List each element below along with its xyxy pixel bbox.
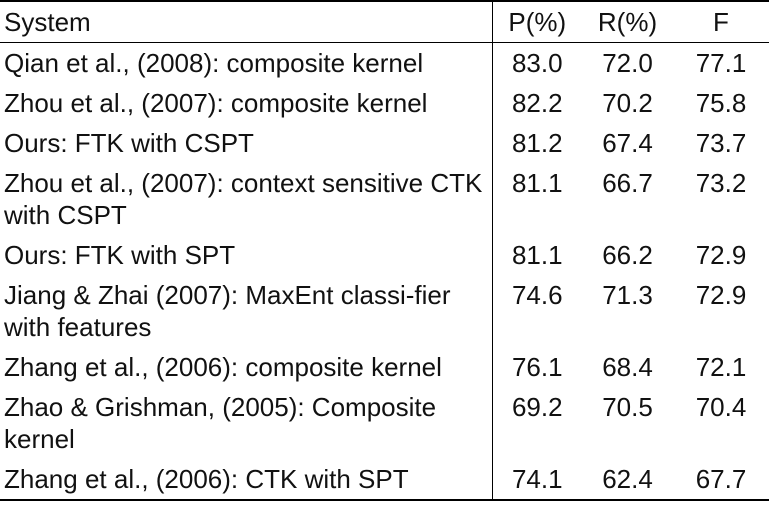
precision-cell: 83.0 bbox=[511, 48, 563, 78]
system-cell: Jiang & Zhai (2007): MaxEnt classi-fier … bbox=[0, 275, 493, 347]
table-row: Zhou et al., (2007): context sensitive C… bbox=[0, 163, 769, 235]
table-row: Zhao & Grishman, (2005): Composite kerne… bbox=[0, 387, 769, 459]
recall-cell: 62.4 bbox=[602, 464, 653, 494]
recall-cell: 70.5 bbox=[602, 392, 653, 422]
header-recall: R(%) bbox=[597, 7, 658, 37]
table-row: Zhang et al., (2006): CTK with SPT 74.1 … bbox=[0, 459, 769, 500]
f-score-cell: 72.9 bbox=[695, 240, 747, 270]
f-score-cell: 73.2 bbox=[695, 168, 747, 198]
recall-cell: 68.4 bbox=[602, 352, 653, 382]
recall-cell: 70.2 bbox=[602, 88, 653, 118]
header-f-score: F bbox=[713, 7, 729, 37]
system-cell: Zhou et al., (2007): composite kernel bbox=[0, 83, 493, 123]
precision-cell: 81.1 bbox=[511, 240, 563, 270]
table-body: Qian et al., (2008): composite kernel 83… bbox=[0, 42, 769, 500]
recall-cell: 66.2 bbox=[602, 240, 653, 270]
system-cell: Zhao & Grishman, (2005): Composite kerne… bbox=[0, 387, 493, 459]
precision-cell: 74.1 bbox=[511, 464, 563, 494]
system-cell: Zhang et al., (2006): CTK with SPT bbox=[0, 459, 493, 500]
f-score-cell: 75.8 bbox=[695, 88, 747, 118]
recall-cell: 66.7 bbox=[602, 168, 653, 198]
table-header: System P(%) R(%) F bbox=[0, 1, 769, 43]
system-cell: Qian et al., (2008): composite kernel bbox=[0, 42, 493, 83]
f-score-cell: 70.4 bbox=[695, 392, 747, 422]
recall-cell: 71.3 bbox=[602, 280, 653, 310]
recall-cell: 67.4 bbox=[602, 128, 653, 158]
precision-cell: 82.2 bbox=[511, 88, 563, 118]
f-score-cell: 72.1 bbox=[695, 352, 747, 382]
precision-cell: 76.1 bbox=[511, 352, 563, 382]
system-cell: Zhang et al., (2006): composite kernel bbox=[0, 347, 493, 387]
table-row: Ours: FTK with SPT 81.1 66.2 72.9 bbox=[0, 235, 769, 275]
table-row: Zhang et al., (2006): composite kernel 7… bbox=[0, 347, 769, 387]
table-row: Zhou et al., (2007): composite kernel 82… bbox=[0, 83, 769, 123]
table-row: Qian et al., (2008): composite kernel 83… bbox=[0, 42, 769, 83]
precision-cell: 81.1 bbox=[511, 168, 563, 198]
system-cell: Ours: FTK with SPT bbox=[0, 235, 493, 275]
table-row: Ours: FTK with CSPT 81.2 67.4 73.7 bbox=[0, 123, 769, 163]
system-cell: Zhou et al., (2007): context sensitive C… bbox=[0, 163, 493, 235]
results-table: System P(%) R(%) F Qian et al., (2008): … bbox=[0, 1, 769, 500]
precision-cell: 69.2 bbox=[511, 392, 563, 422]
header-row: System P(%) R(%) F bbox=[0, 1, 769, 43]
precision-cell: 74.6 bbox=[511, 280, 563, 310]
table-row: Jiang & Zhai (2007): MaxEnt classi-fier … bbox=[0, 275, 769, 347]
header-precision: P(%) bbox=[508, 7, 567, 37]
f-score-cell: 73.7 bbox=[695, 128, 747, 158]
system-cell: Ours: FTK with CSPT bbox=[0, 123, 493, 163]
f-score-cell: 77.1 bbox=[695, 48, 747, 78]
f-score-cell: 67.7 bbox=[695, 464, 747, 494]
f-score-cell: 72.9 bbox=[695, 280, 747, 310]
recall-cell: 72.0 bbox=[602, 48, 653, 78]
precision-cell: 81.2 bbox=[511, 128, 563, 158]
header-system: System bbox=[0, 1, 493, 43]
